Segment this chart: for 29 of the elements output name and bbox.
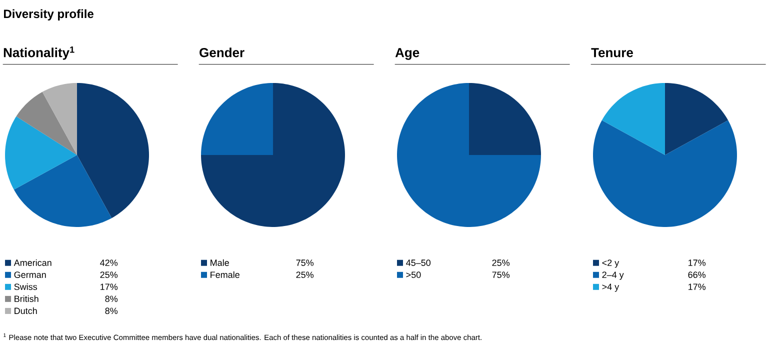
legend-label: 45–50 [406, 260, 431, 266]
data-label: 66% [688, 272, 706, 278]
chart-title: Tenure [591, 48, 633, 58]
data-label: 25% [296, 272, 314, 278]
chart-title: Nationality$^{1}$ [4, 46, 74, 60]
data-label: 75% [492, 272, 510, 278]
legend-label: >50 [406, 272, 421, 278]
data-label: 8% [105, 308, 118, 314]
data-label: 17% [100, 284, 118, 290]
legend-label: Swiss [14, 283, 38, 290]
legend-label: British [14, 295, 38, 302]
legend-label: German [14, 272, 46, 278]
data-label: 25% [100, 272, 118, 278]
data-label: 75% [296, 260, 314, 266]
chart-title: Gender [200, 48, 244, 58]
legend-label: >4 y [602, 284, 620, 292]
legend-label: 2–4 y [602, 272, 624, 280]
data-label: 17% [688, 284, 706, 290]
data-label: 25% [492, 260, 510, 266]
text: Diversity profile [4, 9, 94, 20]
legend-label: <2 y [602, 260, 620, 268]
legend-label: Female [210, 271, 240, 278]
data-label: 17% [688, 260, 706, 266]
legend-label: Dutch [14, 307, 37, 314]
legend-label: Male [210, 259, 229, 266]
data-label: 42% [100, 260, 118, 266]
legend-label: American [14, 259, 52, 266]
data-label: 8% [105, 296, 118, 302]
chart-title: Age [395, 48, 420, 60]
